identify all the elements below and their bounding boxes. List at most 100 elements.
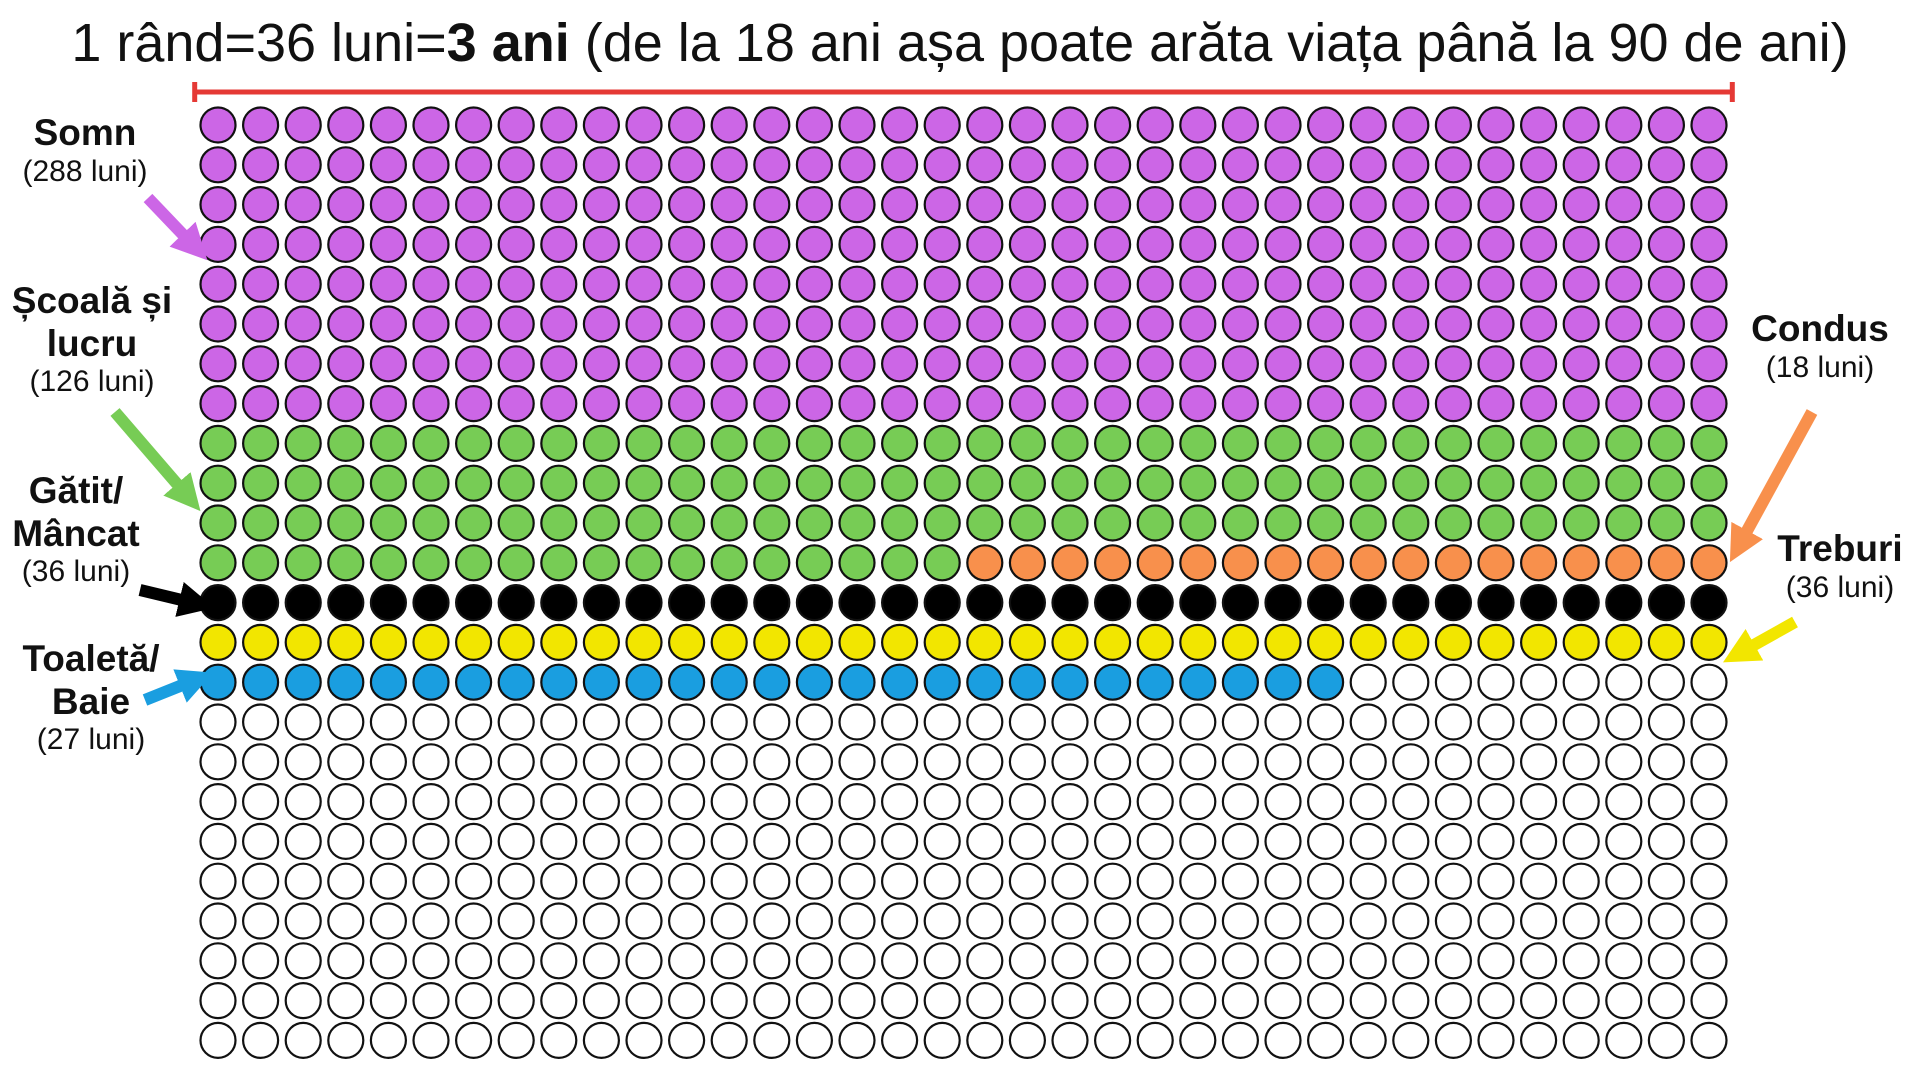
month-dot [1690,424,1728,462]
month-dot [497,583,535,622]
month-dot [1392,225,1430,263]
month-dot [1519,265,1558,303]
month-dot [710,583,748,622]
month-dot [199,743,237,781]
month-dot [1434,822,1473,861]
month-dot [284,424,322,462]
month-dot [284,464,322,502]
month-dot [795,822,834,861]
month-dot [1605,345,1643,383]
month-dot [838,504,876,542]
month-dot [412,186,450,224]
month-dot [369,902,407,940]
month-dot [625,225,663,263]
month-dot [327,942,365,980]
month-dot [1306,822,1345,861]
month-dot [753,782,791,821]
month-dot [1519,305,1558,343]
month-dot [1477,862,1515,900]
month-dot [1434,146,1473,184]
month-dot [412,265,450,303]
month-dot [582,544,621,582]
month-dot [1221,981,1260,1020]
month-dot [1264,146,1302,184]
month-dot [582,146,621,184]
month-dot [327,822,365,861]
month-dot [327,902,365,940]
month-dot [1051,464,1089,502]
month-dot [880,345,919,383]
month-dot [1221,345,1260,383]
month-dot [795,106,834,144]
month-dot [838,265,876,303]
month-dot [795,146,834,184]
month-dot [1008,464,1047,502]
month-dot [753,1021,791,1060]
month-dot [1690,902,1728,940]
month-dot [242,981,280,1020]
month-dot [1093,623,1132,662]
month-dot [966,345,1004,383]
month-dot [1221,385,1260,423]
month-dot [455,1021,493,1060]
month-dot [880,902,919,940]
month-dot [497,106,535,144]
month-dot [284,981,322,1020]
month-dot [497,385,535,423]
month-dot [1690,464,1728,502]
month-dot [369,225,407,263]
month-dot [710,902,748,940]
month-dot [1349,862,1387,900]
month-dot [1136,822,1174,861]
month-dot [880,265,919,303]
month-dot [412,663,450,701]
month-dot [1051,782,1089,821]
month-dot [625,942,663,980]
month-dot [1221,424,1260,462]
month-dot [625,703,663,741]
label-somn: Somn (288 luni) [5,112,165,189]
month-dot [1647,942,1686,980]
month-dot [1136,106,1174,144]
month-dot [1349,385,1387,423]
month-dot [1647,583,1686,622]
month-dot [1093,743,1132,781]
month-dot [1392,345,1430,383]
month-dot [1690,385,1728,423]
month-dot [1647,385,1686,423]
month-dot [1519,345,1558,383]
month-dot [1306,862,1345,900]
month-dot [540,743,578,781]
month-dot [753,265,791,303]
month-dot [966,583,1004,622]
month-dot [966,703,1004,741]
month-dot [838,822,876,861]
month-dot [625,186,663,224]
month-dot [1477,424,1515,462]
month-dot [966,106,1004,144]
month-dot [497,623,535,662]
month-dot [369,544,407,582]
month-dot [1562,544,1600,582]
month-dot [795,345,834,383]
month-dot [923,822,961,861]
month-dot [1093,385,1132,423]
month-dot [497,464,535,502]
month-dot [327,265,365,303]
month-dot [199,782,237,821]
month-dot [1093,424,1132,462]
month-dot [667,424,706,462]
month-dot [667,544,706,582]
month-dot [710,1021,748,1060]
month-dot [966,265,1004,303]
month-dot [1605,424,1643,462]
month-dot [1392,902,1430,940]
month-dot [1647,305,1686,343]
month-dot [455,981,493,1020]
month-dot [455,225,493,263]
month-dot [966,942,1004,980]
month-dot [795,305,834,343]
month-dot [582,782,621,821]
month-dot [1349,743,1387,781]
month-dot [1690,345,1728,383]
